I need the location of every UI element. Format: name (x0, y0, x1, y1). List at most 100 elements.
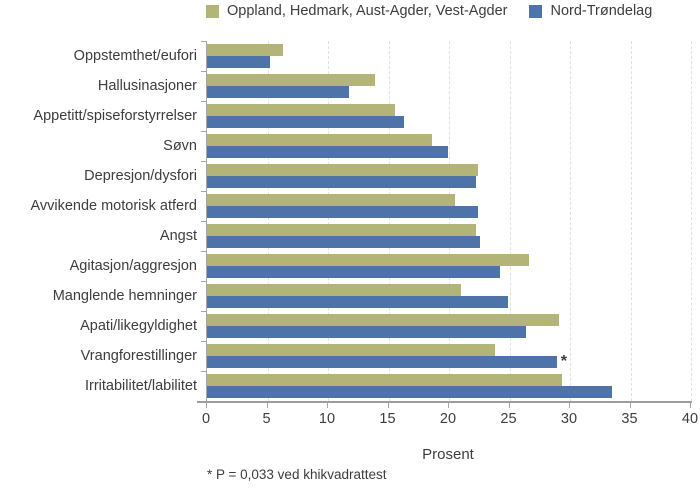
legend-item: Oppland, Hedmark, Aust-Agder, Vest-Agder (206, 3, 507, 19)
x-axis-tick-label: 0 (201, 411, 211, 427)
y-axis-tick (201, 71, 207, 72)
category-label: Depresjon/dysfori (84, 168, 197, 184)
x-axis-tick-label: 30 (560, 411, 578, 427)
gridline (570, 41, 571, 401)
x-axis-tick (448, 403, 449, 408)
x-axis-tick (387, 403, 389, 408)
x-axis-line (197, 401, 692, 403)
bar-group: Vrangforestillinger * (81, 341, 691, 371)
bar-nord-trondelag (207, 236, 481, 248)
bar-region-counties (207, 314, 560, 326)
y-axis-tick (201, 341, 207, 342)
y-axis-tick (201, 191, 207, 192)
category-label: Vrangforestillinger (80, 348, 197, 364)
x-axis-title: Prosent (422, 446, 474, 463)
x-axis-tick (690, 403, 691, 408)
bar-nord-trondelag (207, 56, 270, 68)
category-label: Irritabilitet/labilitet (84, 378, 197, 394)
x-axis-tick (327, 403, 328, 408)
bar-group: Depresjon/dysfori (84, 161, 691, 191)
bar-region-counties (207, 254, 529, 266)
plot-area: Oppstemthet/eufori Hallusinasjoner Appetit… (30, 41, 692, 402)
bar-region-counties (207, 74, 376, 86)
bar-group: Manglende hemninger (53, 281, 691, 311)
bar-nord-trondelag (207, 296, 509, 308)
x-axis-tick-label: 40 (681, 411, 699, 427)
bar-nord-trondelag (207, 386, 613, 398)
x-axis-tick-label: 20 (439, 411, 457, 427)
significance-asterisk: * (560, 353, 567, 370)
bar-nord-trondelag (207, 86, 349, 98)
x-axis-tick-label: 35 (621, 411, 638, 427)
legend-swatch (529, 4, 543, 18)
y-axis-tick (201, 311, 207, 312)
x-axis-tick-label: 15 (379, 411, 396, 427)
category-label: Hallusinasjoner (97, 78, 197, 94)
x-axis-tick (206, 403, 207, 408)
x-axis-tick-label: 5 (262, 411, 271, 427)
bar-group: Avvikende motorisk atferd (30, 191, 691, 221)
bar-nord-trondelag (207, 356, 557, 368)
x-axis-tick (508, 403, 510, 408)
x-axis-tick (569, 403, 570, 408)
y-axis-tick (201, 281, 207, 282)
bar-group: Agitasjon/aggresjon (70, 251, 691, 281)
bar-region-counties (207, 104, 395, 116)
legend-label: Oppland, Hedmark, Aust-Agder, Vest-Agder (227, 3, 508, 19)
bar-nord-trondelag (207, 146, 448, 158)
bar-region-counties (207, 344, 495, 356)
gridline (630, 41, 632, 401)
footnote: * P = 0,033 ved khikvadrattest (207, 467, 387, 482)
category-label: Agitasjon/aggresjon (69, 258, 197, 274)
bar-region-counties (207, 44, 284, 56)
gridline (691, 41, 692, 401)
x-axis-tick-label: 10 (318, 411, 336, 427)
category-label: Oppstemthet/eufori (73, 48, 197, 64)
y-axis-tick (201, 251, 207, 252)
bar-nord-trondelag (207, 206, 479, 218)
y-axis-tick (201, 101, 207, 102)
bar-region-counties (207, 224, 476, 236)
category-label: Angst (159, 228, 197, 244)
bar-nord-trondelag (207, 176, 476, 188)
category-label: Appetitt/spiseforstyrrelser (33, 108, 197, 124)
bar-group: Angst (160, 221, 691, 251)
bar-nord-trondelag (207, 266, 500, 278)
category-label: Apati/likegyldighet (80, 318, 197, 334)
bar-group: Søvn (163, 131, 691, 161)
bar-group: Appetitt/spiseforstyrrelser (33, 101, 691, 131)
category-label: Avvikende motorisk atferd (30, 198, 197, 214)
x-axis-ticks (206, 403, 691, 409)
chart-legend: Oppland, Hedmark, Aust-Agder, Vest-Agder… (206, 3, 652, 19)
bar-nord-trondelag (207, 326, 527, 338)
legend-swatch (206, 4, 219, 18)
bar-group: Hallusinasjoner (98, 71, 691, 101)
gridline (509, 41, 511, 401)
x-axis-tick (266, 403, 268, 408)
bar-region-counties (207, 164, 479, 176)
legend-label: Nord-Trøndelag (550, 3, 653, 19)
bar-group: Oppstemthet/eufori (74, 41, 691, 71)
gridline (388, 41, 390, 401)
y-axis-tick (201, 41, 207, 42)
bar-region-counties (207, 134, 433, 146)
x-axis-tick (629, 403, 631, 408)
legend-item: Nord-Trøndelag (529, 3, 652, 19)
y-axis-tick (201, 131, 207, 132)
bar-group: Irritabilitet/labilitet (85, 371, 691, 401)
bar-group: Apati/likegyldighet (80, 311, 691, 341)
category-label: Manglende hemninger (52, 288, 197, 304)
y-axis-tick (201, 161, 207, 162)
bar-region-counties (207, 374, 562, 386)
bar-region-counties (207, 284, 462, 296)
y-axis-tick (201, 221, 207, 222)
gridline (328, 41, 329, 401)
bar-region-counties (207, 194, 456, 206)
x-axis-tick-label: 25 (500, 411, 517, 427)
x-axis-tick-labels: 0 5 10 15 20 25 30 35 40 (202, 411, 698, 429)
category-label: Søvn (163, 138, 197, 154)
y-axis-tick (201, 371, 207, 372)
bar-nord-trondelag (207, 116, 405, 128)
gridline (449, 41, 450, 401)
